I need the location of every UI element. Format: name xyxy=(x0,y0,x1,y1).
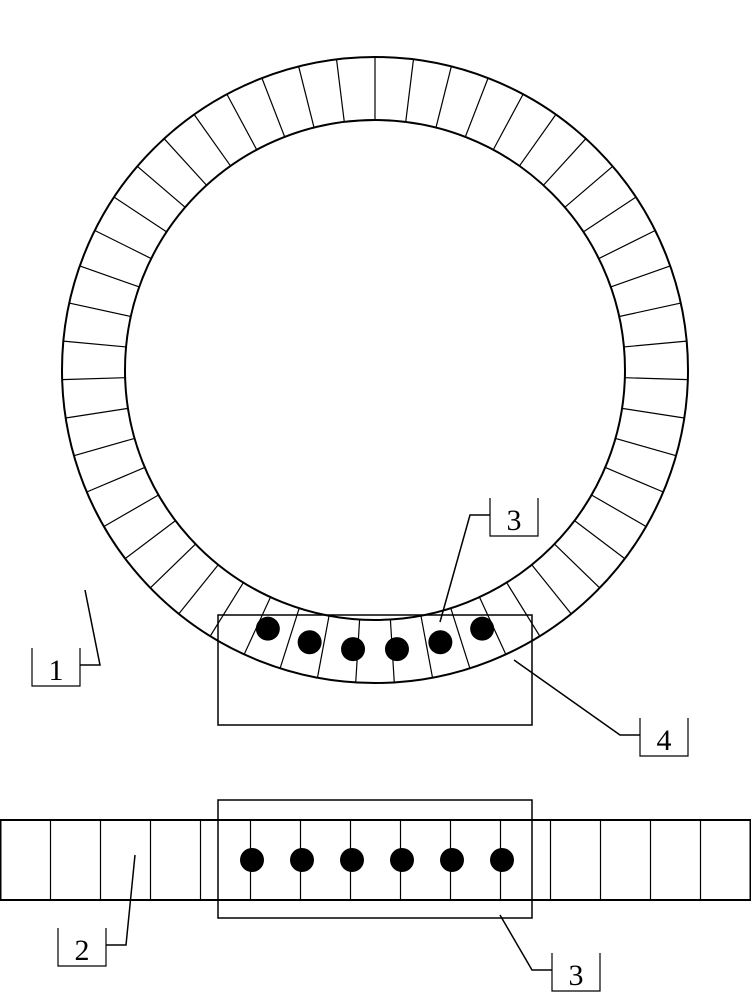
leader-line xyxy=(80,590,100,665)
linear-dot xyxy=(340,848,364,872)
leader-line xyxy=(514,660,640,735)
ring-dot xyxy=(341,637,365,661)
label-text: 1 xyxy=(49,654,64,687)
linear-group xyxy=(1,800,751,918)
ring-group xyxy=(62,57,688,725)
ring-inner xyxy=(125,120,625,620)
label-4: 4 xyxy=(514,660,688,757)
label-3b: 3 xyxy=(500,915,600,992)
label-text: 2 xyxy=(75,934,90,967)
leader-line xyxy=(500,915,552,970)
diagram-svg: 1 2 3 3 4 xyxy=(0,0,751,1000)
linear-dot xyxy=(490,848,514,872)
linear-dot xyxy=(440,848,464,872)
linear-outline xyxy=(1,820,751,900)
label-1: 1 xyxy=(32,590,100,687)
ring-dot xyxy=(298,630,322,654)
linear-dot xyxy=(240,848,264,872)
ring-dot xyxy=(428,630,452,654)
ring-dot xyxy=(470,617,494,641)
linear-dot xyxy=(290,848,314,872)
linear-dot xyxy=(390,848,414,872)
ring-dot xyxy=(385,637,409,661)
label-text: 3 xyxy=(569,959,584,992)
label-text: 4 xyxy=(657,724,672,757)
ring-dot xyxy=(256,617,280,641)
label-text: 3 xyxy=(507,504,522,537)
diagram-page: 1 2 3 3 4 xyxy=(0,0,751,1000)
